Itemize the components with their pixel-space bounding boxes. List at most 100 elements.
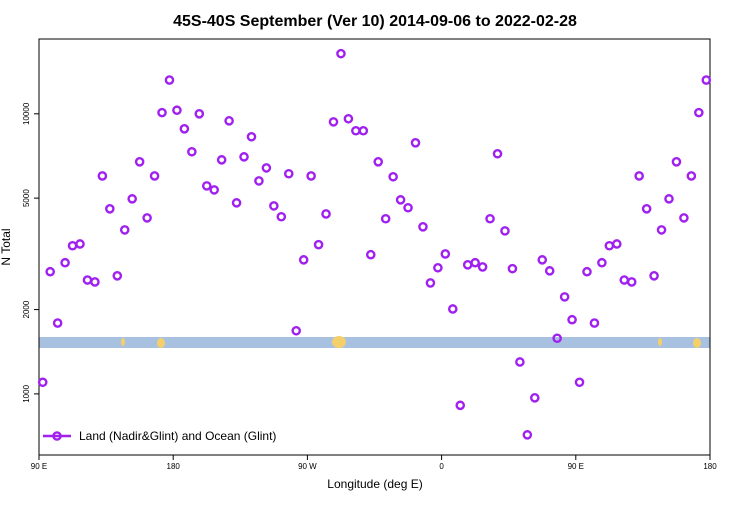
data-point: [380, 213, 391, 224]
data-point: [209, 185, 220, 195]
data-point: [216, 155, 227, 165]
land-patch: [693, 338, 701, 348]
data-point: [127, 194, 137, 204]
data-point: [418, 221, 428, 232]
data-point: [589, 318, 600, 328]
y-tick-label: 1000: [22, 384, 31, 402]
data-point: [656, 225, 667, 235]
data-point: [343, 113, 354, 124]
data-point: [45, 266, 55, 277]
data-point: [172, 105, 182, 116]
data-point: [37, 377, 48, 388]
land-patch: [157, 338, 165, 348]
data-point: [477, 262, 488, 272]
x-tick-label: 90 W: [298, 462, 317, 471]
data-point: [671, 157, 682, 167]
data-point: [75, 239, 85, 249]
data-point: [612, 239, 622, 249]
data-point: [134, 157, 145, 167]
data-point: [157, 107, 167, 118]
legend-label: Land (Nadir&Glint) and Ocean (Glint): [79, 429, 276, 443]
data-point: [403, 202, 413, 213]
data-point: [537, 255, 548, 265]
data-point: [492, 148, 503, 159]
data-point: [52, 318, 63, 328]
data-point: [701, 75, 712, 85]
data-point: [261, 163, 272, 173]
data-point: [321, 209, 331, 219]
data-point: [291, 325, 302, 336]
data-point: [694, 107, 704, 118]
land-patch: [658, 338, 662, 346]
x-tick-label: 90 E: [31, 462, 47, 471]
data-point: [60, 257, 70, 268]
data-point: [201, 181, 212, 191]
x-tick-label: 180: [703, 462, 717, 471]
data-point: [440, 249, 451, 259]
data-point: [559, 292, 570, 302]
data-point: [373, 157, 384, 167]
data-point: [597, 257, 607, 268]
data-point: [119, 225, 130, 235]
data-point: [112, 271, 123, 281]
data-point: [194, 109, 205, 119]
x-tick-label: 90 E: [568, 462, 584, 471]
data-point: [231, 198, 242, 208]
data-point: [336, 48, 346, 59]
land-patch: [121, 338, 125, 346]
legend-marker: [52, 431, 62, 441]
data-point: [149, 171, 160, 181]
data-point: [276, 211, 287, 222]
data-point: [313, 239, 324, 250]
data-point: [686, 171, 697, 181]
data-point: [552, 333, 562, 344]
land-ocean-strip: [39, 336, 710, 348]
data-point: [544, 266, 555, 276]
data-point: [485, 213, 495, 224]
data-point: [500, 226, 510, 236]
data-point: [306, 171, 316, 181]
data-point: [433, 262, 443, 273]
data-point: [649, 271, 659, 281]
data-point: [679, 213, 689, 223]
data-point: [522, 430, 533, 440]
data-point: [239, 152, 249, 162]
data-point: [388, 171, 398, 182]
data-point: [626, 277, 637, 287]
data-point: [641, 203, 652, 214]
x-axis-label: Longitude (deg E): [327, 477, 422, 491]
data-point: [425, 278, 436, 288]
data-point: [574, 377, 585, 388]
plot-frame: [38, 38, 711, 456]
x-tick-label: 0: [439, 462, 444, 471]
y-axis-label: N Total: [0, 228, 13, 265]
data-point: [529, 393, 540, 403]
data-point: [515, 357, 525, 367]
data-point: [179, 124, 190, 134]
data-point: [298, 255, 309, 265]
data-point: [582, 266, 592, 277]
data-point: [634, 171, 644, 181]
data-point: [187, 146, 197, 157]
data-point: [507, 263, 518, 274]
data-point: [105, 203, 115, 214]
data-point: [164, 75, 175, 85]
data-point: [455, 400, 466, 411]
data-point: [283, 168, 294, 179]
data-point: [328, 117, 339, 127]
y-tick-label: 2000: [22, 300, 31, 318]
data-point: [447, 304, 458, 314]
data-point: [246, 131, 257, 142]
data-point: [254, 176, 264, 186]
land-patch: [332, 336, 346, 348]
data-point: [365, 249, 376, 260]
data-point: [142, 213, 152, 223]
data-point: [470, 257, 480, 268]
x-tick-label: 180: [167, 462, 181, 471]
data-point: [567, 314, 577, 325]
data-point: [97, 171, 108, 181]
y-tick-label: 5000: [22, 189, 31, 207]
